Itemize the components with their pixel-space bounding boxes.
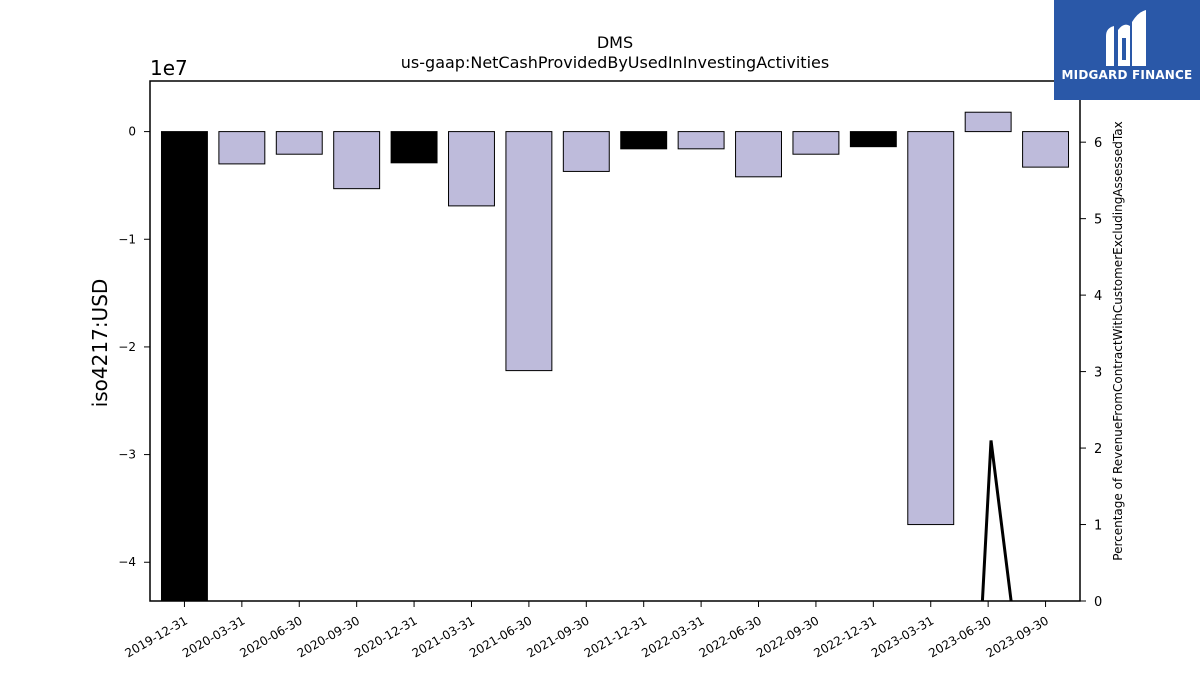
bar <box>448 131 495 207</box>
y-tick-label: −2 <box>118 340 136 354</box>
y2-tick-label: 3 <box>1094 366 1102 381</box>
x-tick-label: 2021-09-30 <box>524 613 591 660</box>
logo-mark-icon <box>1106 10 1146 67</box>
bar <box>160 131 208 602</box>
bar-group <box>160 111 1070 602</box>
x-tick-label: 2019-12-31 <box>123 613 190 660</box>
y-tick-label: −3 <box>118 448 136 462</box>
logo-text: MIDGARD FINANCE <box>1061 68 1193 82</box>
bar <box>562 131 610 172</box>
bar <box>390 131 438 164</box>
y-tick-label: 0 <box>128 125 136 139</box>
y2-axis-label: Percentage of RevenueFromContractWithCus… <box>1111 121 1125 560</box>
x-tick-label: 2020-06-30 <box>237 613 304 660</box>
axes-group: 0−1−2−3−401234562019-12-312020-03-312020… <box>118 80 1102 660</box>
x-tick-label: 2021-12-31 <box>582 613 649 660</box>
y-tick-label: −1 <box>118 232 136 246</box>
bar <box>849 131 897 148</box>
x-tick-label: 2023-06-30 <box>926 613 993 660</box>
y2-tick-label: 2 <box>1094 442 1102 457</box>
bar <box>218 131 266 165</box>
bar <box>505 131 553 372</box>
x-tick-label: 2021-03-31 <box>410 613 477 660</box>
bar <box>735 131 782 178</box>
y2-tick-label: 5 <box>1094 213 1102 228</box>
logo: MIDGARD FINANCE <box>1054 0 1200 100</box>
plot-frame <box>149 80 1081 602</box>
chart-title: DMS <box>597 33 633 52</box>
bar <box>907 131 955 526</box>
x-tick-label: 2022-03-31 <box>639 613 706 660</box>
x-tick-label: 2020-03-31 <box>180 613 247 660</box>
x-tick-label: 2023-09-30 <box>984 613 1051 660</box>
bar <box>333 131 381 190</box>
x-tick-label: 2022-06-30 <box>697 613 764 660</box>
bar <box>275 131 323 155</box>
y2-tick-label: 1 <box>1094 519 1102 534</box>
y-scale-label: 1e7 <box>150 56 188 80</box>
bar <box>677 131 725 150</box>
x-tick-label: 2020-12-31 <box>352 613 419 660</box>
line-series <box>980 440 1013 602</box>
x-tick-label: 2022-12-31 <box>811 613 878 660</box>
y-axis-label: iso4217:USD <box>88 279 112 408</box>
chart-subtitle: us-gaap:NetCashProvidedByUsedInInvesting… <box>401 53 829 72</box>
bar <box>1022 131 1070 168</box>
y2-tick-label: 0 <box>1094 595 1102 610</box>
bar <box>964 111 1012 133</box>
y2-tick-label: 6 <box>1094 136 1102 151</box>
x-tick-label: 2022-09-30 <box>754 613 821 660</box>
x-tick-label: 2023-03-31 <box>869 613 936 660</box>
bar <box>620 131 668 150</box>
y-tick-label: −4 <box>118 555 136 569</box>
x-tick-label: 2020-09-30 <box>295 613 362 660</box>
bar <box>792 131 840 155</box>
line-group <box>980 440 1013 602</box>
y2-tick-label: 4 <box>1094 289 1102 304</box>
x-tick-label: 2021-06-30 <box>467 613 534 660</box>
